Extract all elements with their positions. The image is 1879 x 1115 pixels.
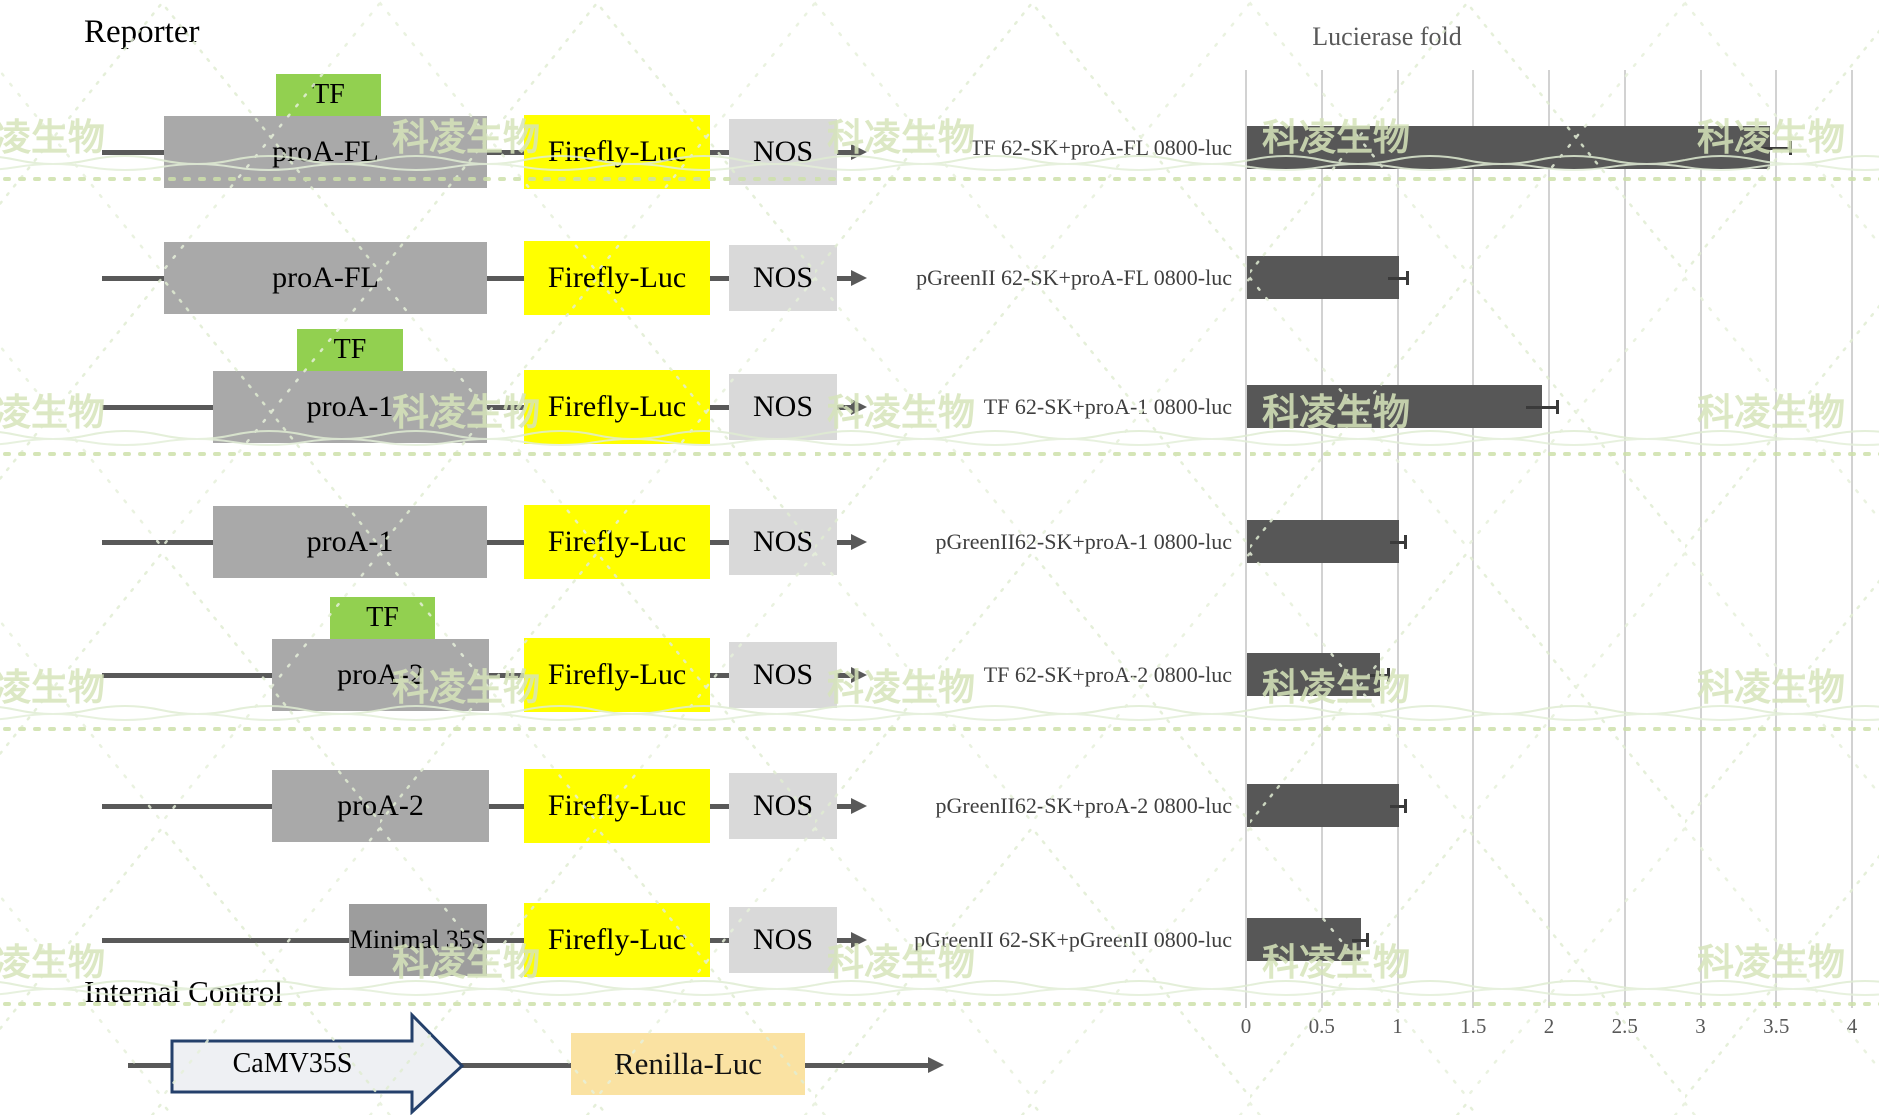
renilla-luc-box: Renilla-Luc — [571, 1033, 805, 1095]
error-bar — [1747, 147, 1789, 150]
bar — [1247, 653, 1380, 696]
error-bar-cap — [1387, 668, 1390, 682]
error-bar — [1390, 805, 1405, 808]
bar-category-label: TF 62-SK+proA-FL 0800-luc — [969, 135, 1232, 160]
bar-category-label: TF 62-SK+proA-2 0800-luc — [983, 662, 1232, 687]
bar — [1247, 385, 1542, 428]
bar-category-label: pGreenII 62-SK+pGreenII 0800-luc — [914, 927, 1232, 952]
gridline — [1775, 70, 1778, 1008]
bar — [1247, 126, 1770, 169]
bar — [1247, 784, 1399, 827]
error-bar — [1370, 674, 1388, 677]
x-tick-label: 3 — [1695, 1014, 1706, 1038]
error-bar — [1526, 406, 1556, 409]
x-tick-label: 0.5 — [1308, 1014, 1335, 1038]
renilla-luc-label: Renilla-Luc — [613, 1046, 763, 1081]
error-bar — [1388, 277, 1406, 280]
error-bar-cap — [1556, 400, 1559, 414]
gridline — [1623, 70, 1626, 1008]
bar — [1247, 256, 1399, 299]
gridline — [1548, 70, 1550, 1008]
gridline — [1699, 70, 1702, 1008]
error-bar — [1390, 541, 1405, 544]
chart-title: Lucierase fold — [1312, 22, 1462, 51]
error-bar-cap — [1406, 271, 1409, 285]
bar-category-label: pGreenII 62-SK+proA-FL 0800-luc — [916, 265, 1232, 290]
x-tick-label: 1.5 — [1460, 1014, 1487, 1038]
x-tick-label: 1 — [1392, 1014, 1403, 1038]
gridline — [1851, 70, 1853, 1008]
error-bar-cap — [1366, 933, 1369, 947]
camv35s-promoter-label: CaMV35S — [232, 1048, 353, 1079]
x-tick-label: 2 — [1543, 1014, 1555, 1038]
error-bar — [1352, 939, 1367, 942]
error-bar-cap — [1404, 799, 1407, 813]
bar — [1247, 918, 1361, 961]
x-tick-label: 0 — [1240, 1014, 1252, 1038]
x-tick-label: 2.5 — [1611, 1014, 1638, 1038]
bar — [1247, 520, 1399, 563]
x-tick-label: 4 — [1846, 1014, 1858, 1038]
bar-category-label: pGreenII62-SK+proA-2 0800-luc — [935, 793, 1233, 818]
internal-control-arrowhead-icon — [928, 1057, 944, 1073]
x-tick-label: 3.5 — [1763, 1014, 1790, 1038]
bar-category-label: TF 62-SK+proA-1 0800-luc — [983, 394, 1232, 419]
gridline — [1472, 70, 1475, 1008]
error-bar-cap — [1789, 141, 1792, 155]
bar-category-label: pGreenII62-SK+proA-1 0800-luc — [935, 529, 1233, 554]
error-bar-cap — [1404, 535, 1407, 549]
